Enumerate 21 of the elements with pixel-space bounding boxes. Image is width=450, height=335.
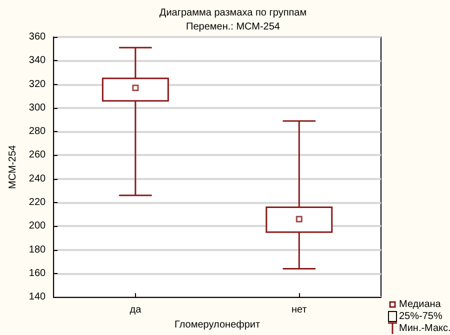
text: 25%-75% bbox=[399, 310, 442, 322]
chart-title: Диаграмма размаха по группам bbox=[159, 8, 307, 18]
x-axis-title: Гломерулонефрит bbox=[174, 320, 260, 330]
y-tick-label: 240 bbox=[28, 173, 46, 184]
y-tick-label: 320 bbox=[28, 78, 46, 90]
y-tick-label: 360 bbox=[28, 32, 46, 42]
y-tick-label: 300 bbox=[28, 102, 46, 114]
text: Медиана bbox=[399, 298, 441, 310]
y-tick-label: 140 bbox=[28, 292, 46, 303]
y-tick-label: 180 bbox=[28, 244, 46, 256]
text: Мин.-Макс. bbox=[399, 322, 450, 334]
y-axis-title: МСМ-254 bbox=[8, 144, 18, 189]
y-tick-label: 340 bbox=[28, 55, 46, 66]
y-tick-label: 160 bbox=[28, 268, 46, 279]
x-tick-label: нет bbox=[291, 304, 308, 316]
x-tick-label: да bbox=[130, 304, 142, 316]
y-tick-label: 280 bbox=[28, 126, 46, 138]
chart-subtitle: Перемен.: МСМ-254 bbox=[186, 22, 280, 32]
y-tick-label: 260 bbox=[28, 150, 46, 161]
y-tick-label: 200 bbox=[28, 220, 46, 232]
y-tick-label: 220 bbox=[28, 197, 46, 208]
